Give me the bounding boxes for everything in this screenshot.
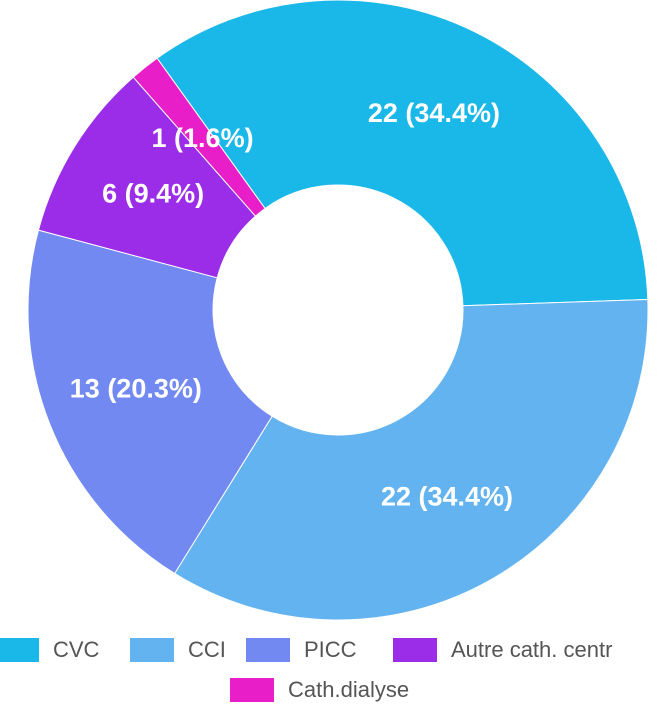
slice xyxy=(156,0,649,307)
data-label: 22 (34.4%) xyxy=(368,98,500,128)
slice xyxy=(37,76,257,279)
slice xyxy=(27,229,273,575)
data-label: 6 (9.4%) xyxy=(102,179,204,209)
legend-label: CCI xyxy=(188,637,226,662)
data-label: 13 (20.3%) xyxy=(70,373,202,403)
slice xyxy=(132,57,266,217)
legend-swatch xyxy=(230,678,274,702)
legend-swatch xyxy=(393,638,437,662)
legend-label: PICC xyxy=(304,637,357,662)
legend-label: CVC xyxy=(53,637,100,662)
data-label: 22 (34.4%) xyxy=(381,481,513,511)
legend-swatch xyxy=(0,638,39,662)
slice xyxy=(173,298,649,621)
legend-label: Autre cath. centr xyxy=(451,637,612,662)
legend-label: Cath.dialyse xyxy=(288,677,409,702)
legend-swatch xyxy=(130,638,174,662)
legend-swatch xyxy=(246,638,290,662)
data-label: 1 (1.6%) xyxy=(152,123,254,153)
